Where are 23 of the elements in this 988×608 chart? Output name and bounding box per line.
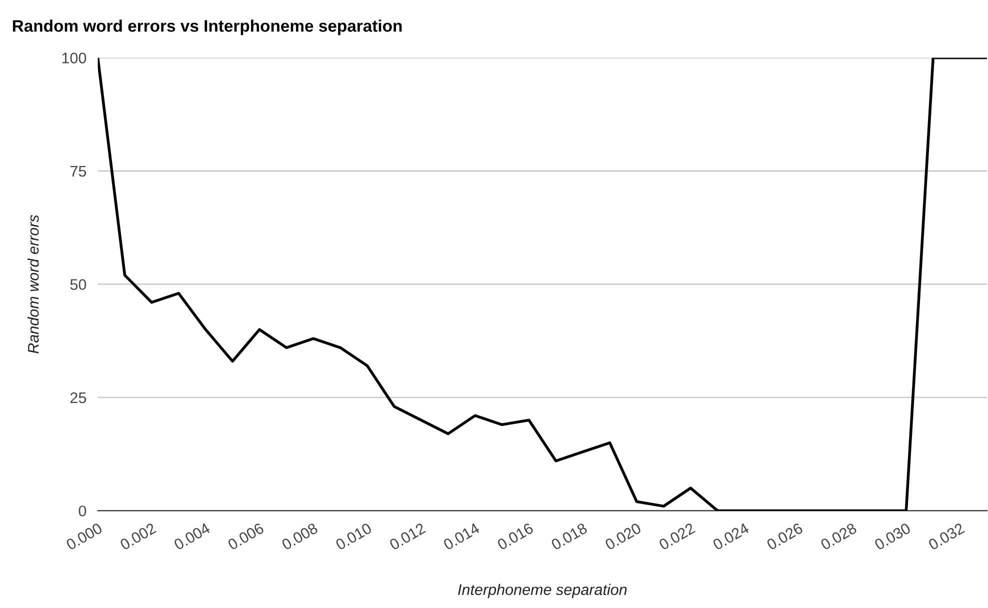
y-tick-label: 75 xyxy=(70,166,86,177)
x-tick-label: 0.032 xyxy=(928,522,966,550)
y-tick-label: 50 xyxy=(70,279,86,290)
x-tick-label: 0.010 xyxy=(334,522,372,550)
x-tick-label: 0.026 xyxy=(766,522,804,550)
x-axis-title: Interphoneme separation xyxy=(458,584,627,598)
x-tick-label: 0.002 xyxy=(119,522,157,550)
chart-title: Random word errors vs Interphoneme separation xyxy=(12,20,402,36)
y-tick-label: 25 xyxy=(70,392,86,404)
x-tick-label: 0.022 xyxy=(658,522,696,550)
y-axis-title: Random word errors xyxy=(28,214,39,354)
x-tick-label: 0.006 xyxy=(227,522,265,550)
x-tick-label: 0.018 xyxy=(550,522,588,550)
y-tick-label: 0 xyxy=(78,506,86,516)
x-tick-label: 0.030 xyxy=(874,522,912,550)
x-tick-label: 0.000 xyxy=(65,522,103,550)
x-tick-label: 0.016 xyxy=(496,522,534,550)
x-tick-label: 0.012 xyxy=(388,522,426,550)
x-tick-label: 0.020 xyxy=(604,522,642,550)
x-tick-label: 0.028 xyxy=(820,522,858,550)
x-tick-label: 0.008 xyxy=(280,522,318,550)
line-series xyxy=(98,58,988,511)
y-tick-label: 100 xyxy=(62,52,86,64)
